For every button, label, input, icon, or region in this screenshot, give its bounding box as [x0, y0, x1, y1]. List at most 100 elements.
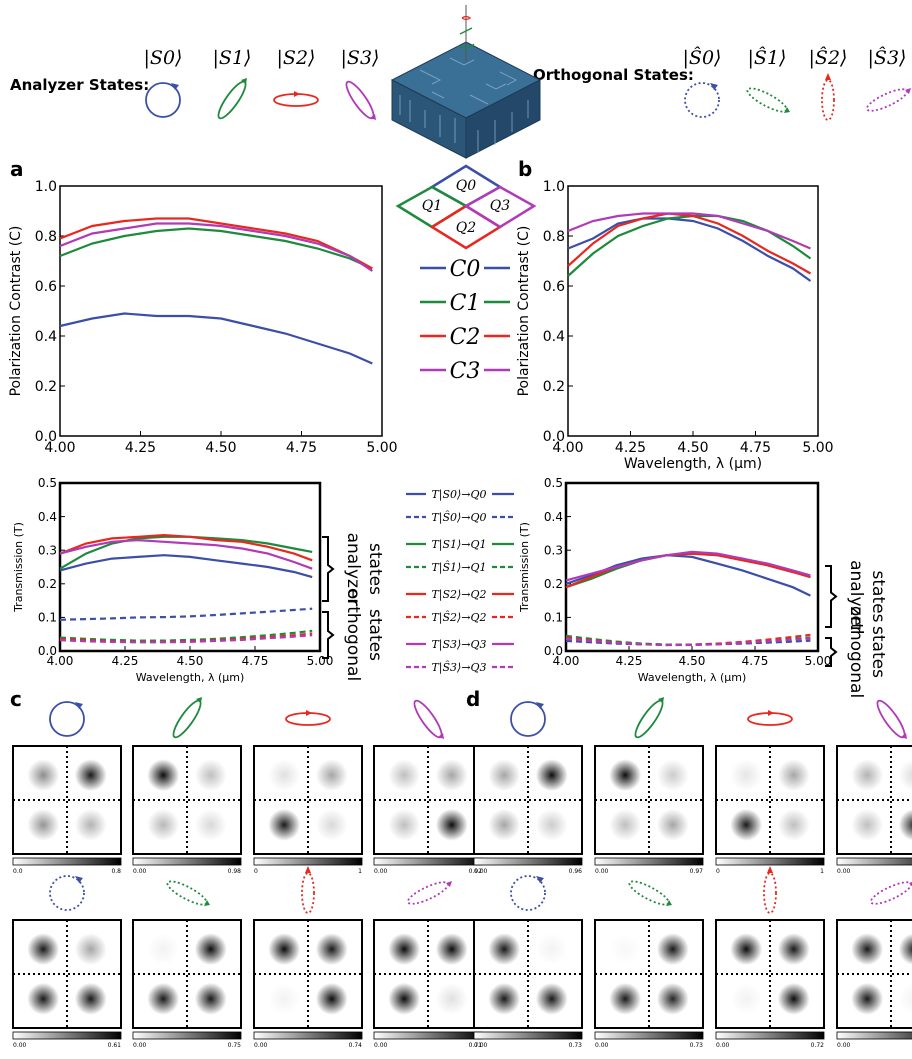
map-colorbar-max: 1	[820, 868, 824, 875]
bracket-a-orthogonal: orthogonal states	[322, 589, 385, 681]
x-tick-label: 4.00	[47, 654, 74, 668]
map-spot-top-left	[268, 933, 301, 966]
intensity-map-d-orthogonal-s2: 0.00 0.72	[715, 866, 825, 1049]
map-colorbar	[373, 1031, 483, 1040]
map-state-glyph	[628, 880, 672, 906]
x-tick-label: 4.75	[242, 654, 269, 668]
y-tick-label: 0.4	[35, 329, 57, 345]
map-spot-bottom-right	[777, 808, 810, 841]
map-colorbar-min: 0.00	[374, 1042, 388, 1049]
analyzer-ket-s1: |S1⟩	[213, 47, 252, 69]
map-spot-top-left	[388, 933, 421, 966]
map-colorbar-max: 0.73	[690, 1042, 704, 1049]
map-spot-bottom-right	[535, 982, 568, 1015]
bracket-b-analyzer: analyzer states	[825, 560, 888, 633]
bracket-a-analyzer: analyzer states	[322, 533, 385, 605]
map-spot-top-left	[851, 759, 884, 792]
bracket-b-orthogonal: orthogonal states	[825, 606, 888, 698]
y-tick-label: 0.0	[38, 644, 57, 658]
y-tick-label: 0.4	[38, 510, 57, 524]
map-spot-top-left	[730, 933, 763, 966]
legend-transmission-item-4: T|S2⟩→Q2	[431, 588, 486, 602]
x-tick-label: 5.00	[366, 440, 397, 456]
map-colorbar-max: 0.73	[569, 1042, 583, 1049]
map-colorbar-max: 0.92	[469, 868, 483, 875]
map-colorbar-min: 0.00	[133, 868, 147, 875]
x-tick-label: 4.75	[286, 440, 317, 456]
x-tick-label: 4.50	[677, 440, 708, 456]
map-colorbar	[715, 1031, 825, 1040]
x-tick-label: 4.50	[177, 654, 204, 668]
map-colorbar-min: 0.00	[254, 1042, 268, 1049]
quadrant-diagram: Q0 Q1 Q2 Q3	[395, 164, 537, 250]
orthogonal-states-label: Orthogonal States:	[533, 66, 694, 84]
map-state-glyph	[634, 697, 664, 739]
analyzer-ket-labels: |S0⟩ |S1⟩ |S2⟩ |S3⟩	[144, 47, 380, 69]
legend-transmission-item-2: T|S1⟩→Q1	[431, 538, 486, 552]
map-state-glyph	[166, 880, 210, 906]
intensity-map-d-orthogonal-s3: 0.000.74	[836, 881, 912, 1049]
map-colorbar	[473, 1031, 583, 1040]
orthogonal-glyph-s1	[746, 87, 790, 113]
intensity-map-c-orthogonal-s3: 0.00 0.71	[373, 881, 483, 1049]
chart-b-contrast: 4.00 4.25 4.50 4.75 5.00 0.0 0.2 0.4 0.6 0.8 1.0 Wa…	[516, 179, 834, 472]
intensity-map-c-analyzer-s1: 0.00 0.98	[132, 697, 242, 875]
map-colorbar-min: 0.00	[374, 868, 388, 875]
intensity-map-c-analyzer-s3: 0.00 0.92	[373, 699, 483, 875]
map-spot-bottom-left	[147, 982, 180, 1015]
y-tick-label: 0.8	[543, 229, 565, 245]
x-tick-label: 4.25	[112, 654, 139, 668]
legend-contrast-s1: C1	[450, 291, 481, 316]
series-line-2	[59, 217, 373, 270]
y-tick-label: 0.3	[38, 543, 57, 557]
map-colorbar	[594, 1031, 704, 1040]
map-spot-top-left	[147, 759, 180, 792]
map-colorbar-min: 0	[254, 868, 258, 875]
bracket-b-analyzer-text-0: analyzer	[846, 560, 866, 633]
y-tick-label: 0.4	[544, 510, 563, 524]
map-spot-top-right	[898, 933, 912, 965]
map-spot-top-right	[194, 933, 227, 966]
map-spot-top-right	[435, 759, 468, 792]
map-state-glyph	[285, 710, 331, 726]
map-spot-top-left	[268, 759, 301, 792]
map-spot-bottom-right	[435, 982, 468, 1015]
map-colorbar-max: 0.75	[228, 1042, 242, 1049]
series-line-3	[567, 212, 811, 250]
y-tick-label: 0.5	[544, 476, 563, 490]
analyzer-glyph-s0	[145, 82, 181, 118]
y-tick-label: 0.2	[35, 379, 57, 395]
map-spot-bottom-right	[535, 808, 568, 841]
map-colorbar-min: 0.00	[13, 1042, 27, 1049]
map-spot-top-right	[777, 933, 810, 966]
x-tick-label: 4.50	[205, 440, 236, 456]
y-axis-label: Polarization Contrast (C)	[516, 226, 532, 397]
map-state-glyph	[763, 866, 777, 914]
map-state-glyph	[747, 710, 793, 726]
orthogonal-ket-s1: |Ŝ1⟩	[748, 46, 787, 69]
series-line-1	[59, 227, 373, 270]
map-colorbar-max: 0.74	[349, 1042, 363, 1049]
chart-a-contrast: 4.00 4.25 4.50 4.75 5.00 0.0 0.2 0.4 0.6 0.8 1.0 Po…	[8, 179, 398, 456]
y-tick-label: 0.6	[543, 279, 565, 295]
analyzer-glyph-s1	[217, 78, 247, 120]
orthogonal-ket-s2: |Ŝ2⟩	[809, 46, 848, 69]
legend-transmission-item-0: T|S0⟩→Q0	[431, 488, 486, 502]
map-spot-bottom-right	[898, 983, 912, 1015]
map-colorbar	[253, 857, 363, 866]
analyzer-states-label: Analyzer States:	[10, 76, 149, 94]
map-colorbar	[715, 857, 825, 866]
panel-label-a: a	[10, 157, 24, 181]
map-colorbar	[373, 857, 483, 866]
intensity-map-d-analyzer-s1: 0.00 0.97	[594, 697, 704, 875]
orthogonal-glyph-s3	[866, 88, 911, 112]
intensity-map-c-analyzer-s0: 0.0 0.8	[12, 701, 122, 875]
series-line-0	[59, 554, 313, 579]
map-spot-bottom-left	[730, 808, 763, 841]
legend-transmission-item-7: T|Ŝ3⟩→Q3	[431, 660, 486, 675]
map-colorbar	[132, 857, 242, 866]
map-spot-bottom-left	[851, 808, 884, 841]
map-colorbar	[836, 857, 912, 866]
chart-a-transmission: 4.00 4.25 4.50 4.75 5.00 0.0 0.1 0.2 0.3 0.4 0.5 Wa…	[12, 476, 333, 684]
